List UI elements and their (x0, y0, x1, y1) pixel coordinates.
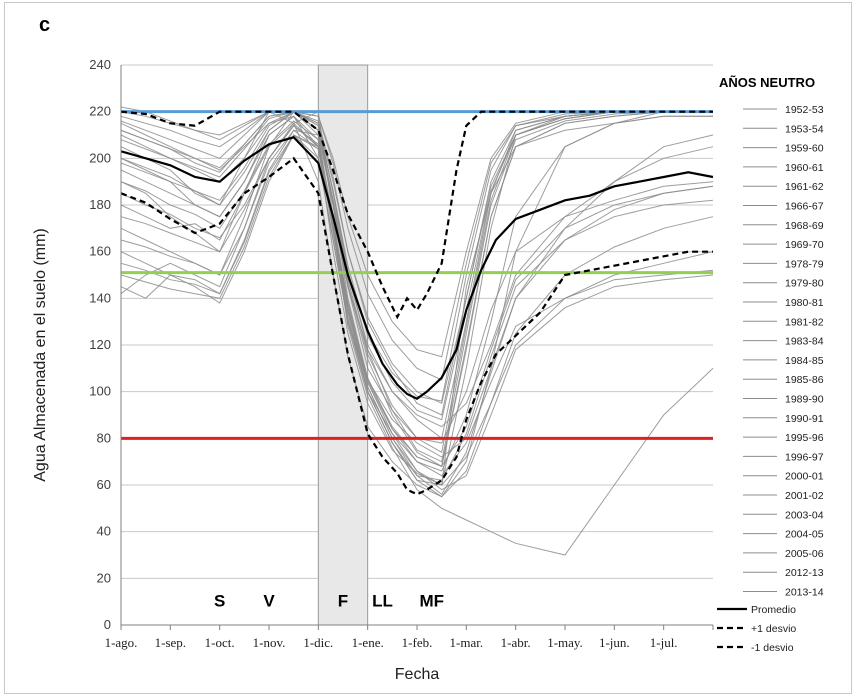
period-label: S (214, 591, 225, 610)
legend-item-label: 1989-90 (785, 394, 824, 406)
year-series-line (120, 129, 714, 444)
legend-item-label: 1981-82 (785, 316, 824, 328)
panel-letter: c (39, 14, 50, 36)
legend-item-label: 1953-54 (785, 123, 824, 135)
legend-item-label: 1983-84 (785, 336, 824, 348)
x-tick-label: 1-nov. (253, 635, 286, 650)
year-series-line (120, 124, 714, 481)
period-label: F (338, 591, 348, 610)
legend-item-label: 1968-69 (785, 220, 824, 232)
legend-item-label: +1 desvio (751, 623, 796, 635)
legend-item-label: 1984-85 (785, 355, 824, 367)
y-tick-label: 180 (89, 197, 111, 212)
year-series-line (120, 120, 714, 491)
year-series-line (120, 111, 713, 463)
year-series-line (120, 134, 714, 477)
y-tick-label: 80 (97, 430, 111, 445)
x-tick-label: 1-mar. (450, 635, 484, 650)
x-tick-label: 1-jul. (650, 635, 678, 650)
x-axis-title: Fecha (395, 666, 440, 683)
x-tick-label: 1-feb. (402, 635, 433, 650)
legend-title: AÑOS NEUTRO (719, 75, 815, 90)
legend-item-label: 1985-86 (785, 374, 824, 386)
year-series-line (120, 124, 714, 496)
legend-item-label: 1952-53 (785, 104, 824, 116)
x-tick-label: 1-dic. (303, 635, 333, 650)
year-series-line (120, 111, 713, 358)
legend-item-label: 1960-61 (785, 162, 824, 174)
legend-item-label: 2013-14 (785, 587, 824, 599)
y-tick-label: 120 (89, 337, 111, 352)
legend-item-label: 2004-05 (785, 529, 824, 541)
legend-item-label: 1978-79 (785, 258, 824, 270)
period-label: LL (372, 591, 393, 610)
y-tick-label: 20 (97, 570, 111, 585)
year-series-line (120, 111, 713, 405)
reference-lines (121, 110, 713, 440)
period-label: MF (420, 591, 445, 610)
x-tick-label: 1-sep. (155, 635, 186, 650)
summary-series-line (120, 156, 713, 496)
legend-item-label: 2003-04 (785, 509, 824, 521)
legend-item-label: 1996-97 (785, 451, 824, 463)
legend-item-label: 2012-13 (785, 567, 824, 579)
y-tick-label: 200 (89, 150, 111, 165)
year-series-line (120, 111, 713, 416)
year-series-line (120, 115, 713, 472)
year-series-group (120, 106, 714, 556)
legend-item-label: 1959-60 (785, 143, 824, 155)
soil-water-chart: c 0 20 40 60 80 100 120 140 160 180 200 220 240 1-ago… (32, 14, 824, 683)
year-series-line (120, 111, 713, 486)
grid-lines (121, 64, 713, 626)
year-series-line (120, 129, 714, 498)
x-tick-label: 1-jun. (599, 635, 630, 650)
y-tick-label: 140 (89, 290, 111, 305)
year-series-line (120, 106, 713, 381)
legend-item-label: 1980-81 (785, 297, 824, 309)
legend-item-label: 1979-80 (785, 278, 824, 290)
x-tick-label: 1-ene. (352, 635, 384, 650)
axes: 0 20 40 60 80 100 120 140 160 180 200 220 240 1-ago. 1… (89, 57, 714, 650)
legend-item-label: 2001-02 (785, 490, 824, 502)
y-tick-label: 0 (104, 617, 111, 632)
legend-item-label: 1990-91 (785, 413, 824, 425)
chart-frame: c 0 20 40 60 80 100 120 140 160 180 200 220 240 1-ago… (4, 2, 852, 694)
year-series-line (120, 111, 714, 556)
legend-item-label: 1969-70 (785, 239, 824, 251)
y-tick-label: 220 (89, 104, 111, 119)
legend-item-label: 1966-67 (785, 201, 824, 213)
legend-item-label: 2005-06 (785, 548, 824, 560)
x-tick-label: 1-oct. (205, 635, 235, 650)
y-axis-title: Agua Almacenada en el suelo (mm) (32, 228, 49, 481)
legend-item-label: 2000-01 (785, 471, 824, 483)
year-series-line (120, 134, 714, 467)
y-tick-label: 60 (97, 477, 111, 492)
year-series-line (120, 115, 714, 486)
summary-series-group (120, 110, 714, 496)
period-label: V (263, 591, 275, 610)
x-tick-label: 1-abr. (501, 635, 531, 650)
x-tick-label: 1-ago. (105, 635, 138, 650)
x-tick-label: 1-may. (547, 635, 583, 650)
year-series-line (120, 111, 713, 468)
summary-series-line (120, 110, 713, 320)
y-tick-label: 160 (89, 244, 111, 259)
legend-item-label: -1 desvio (751, 642, 794, 654)
legend-item-label: Promedio (751, 604, 796, 616)
legend-item-label: 1961-62 (785, 181, 824, 193)
period-labels: S V F LL MF (214, 591, 444, 610)
y-tick-label: 100 (89, 384, 111, 399)
year-series-line (120, 111, 713, 440)
summary-series-line (120, 136, 714, 400)
legend-item-label: 1995-96 (785, 432, 824, 444)
legend: 1952-53 1953-54 1959-60 1960-61 1961-62 1966-… (717, 104, 824, 654)
y-tick-label: 40 (97, 524, 111, 539)
y-tick-label: 240 (89, 57, 111, 72)
